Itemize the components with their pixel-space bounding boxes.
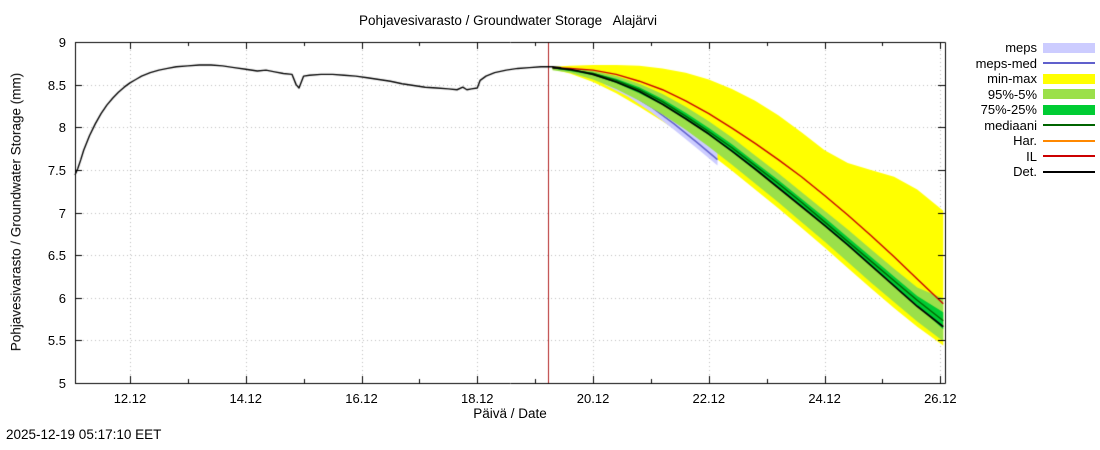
y-tick-label: 9 (58, 35, 66, 50)
x-tick-label: 18.12 (461, 391, 494, 406)
legend-swatch-meps (1043, 42, 1095, 53)
x-tick-label: 14.12 (229, 391, 263, 406)
legend-swatch-mediaani (1043, 124, 1095, 127)
legend-swatch-75-25- (1043, 104, 1095, 115)
legend-label: 95%-5% (987, 86, 1037, 102)
y-tick-label: 5 (58, 376, 66, 391)
legend-swatch-det- (1043, 170, 1095, 173)
legend-label: 75%-25% (980, 102, 1037, 118)
legend-label: meps (1005, 40, 1037, 56)
legend-label: min-max (987, 71, 1037, 87)
x-axis-label: Päivä / Date (473, 406, 547, 421)
x-tick-label: 20.12 (576, 391, 610, 406)
legend-label: Har. (1013, 133, 1037, 149)
legend-item: IL (976, 149, 1095, 165)
legend-item: meps-med (976, 56, 1095, 72)
chart-title: Pohjavesivarasto / Groundwater Storage A… (359, 13, 657, 28)
legend-item: min-max (976, 71, 1095, 87)
x-tick-label: 24.12 (808, 391, 841, 406)
legend: meps meps-med min-max 95%-5% 75%-25% mediaani… (976, 40, 1095, 180)
legend-item: Har. (976, 133, 1095, 149)
y-tick-label: 6 (58, 290, 66, 306)
legend-swatch-meps-med (1043, 62, 1095, 65)
y-tick-label: 5.5 (47, 333, 66, 349)
y-tick-label: 7 (58, 205, 66, 221)
x-tick-label: 12.12 (113, 391, 147, 406)
legend-swatch-il (1043, 155, 1095, 158)
legend-label: mediaani (984, 117, 1037, 133)
y-tick-label: 8 (58, 120, 66, 136)
timestamp: 2025-12-19 05:17:10 EET (6, 427, 162, 442)
legend-label: IL (1026, 148, 1037, 164)
legend-item: 75%-25% (976, 102, 1095, 118)
y-tick-label: 8.5 (47, 77, 66, 93)
legend-item: 95%-5% (976, 87, 1095, 103)
y-tick-label: 7.5 (47, 162, 66, 178)
legend-item: Det. (976, 164, 1095, 180)
legend-swatch-har- (1043, 139, 1095, 142)
y-tick-label: 6.5 (47, 248, 66, 264)
x-tick-label: 26.12 (924, 391, 957, 406)
legend-label: Det. (1013, 164, 1037, 180)
x-tick-label: 16.12 (345, 391, 378, 406)
legend-swatch-min-max (1043, 73, 1095, 84)
legend-label: meps-med (975, 55, 1037, 71)
legend-swatch-95-5- (1043, 89, 1095, 100)
x-tick-label: 22.12 (692, 391, 726, 406)
legend-item: meps (976, 40, 1095, 56)
legend-item: mediaani (976, 118, 1095, 134)
